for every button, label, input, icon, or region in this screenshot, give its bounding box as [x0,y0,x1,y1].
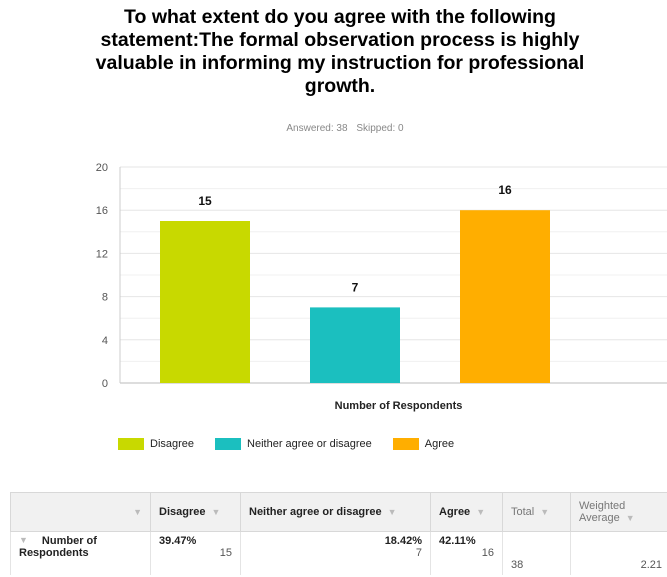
bar-chart: 0 4 8 12 16 20 15 7 16 Number of Respondents [96,162,667,412]
row-label: Number of Respondents [19,535,97,559]
legend-item-neither[interactable]: Neither agree or disagree [215,438,372,450]
bar-agree [460,210,550,383]
legend-swatch [118,438,144,450]
chart-title: To what extent do you agree with the fol… [95,6,585,97]
cell-agree: 42.11% 16 [430,531,503,575]
legend-swatch [392,438,419,450]
sort-caret-icon: ▼ [211,507,221,517]
bar-neither-agree-or-disagree [310,307,400,383]
cell-percent: 39.47% [159,535,197,547]
legend-swatch [215,438,242,450]
data-label: 7 [352,280,359,294]
cell-count: 16 [481,547,494,559]
cell-weighted-average: 2.21 [570,531,667,575]
data-label: 15 [198,194,212,208]
expand-caret-icon[interactable]: ▼ [19,535,28,545]
y-tick-label: 20 [96,162,108,174]
sort-caret-icon: ▼ [625,513,635,523]
sort-caret-icon: ▼ [387,507,397,517]
y-tick-label: 4 [102,335,108,347]
cell-count: 15 [219,547,232,559]
chart-legend: Disagree Neither agree or disagree Agree [118,438,475,450]
cell-total: 38 [502,531,571,575]
row-label-cell: ▼ Number of Respondents [10,531,151,575]
skipped-count: Skipped: 0 [356,123,404,134]
cell-count: 7 [415,547,422,559]
sort-caret-icon: ▼ [540,507,550,517]
cell-percent: 18.42% [384,535,422,547]
results-table: ▼ Disagree ▼ Neither agree or disagree ▼ A… [10,492,667,575]
header-total[interactable]: Total ▼ [502,492,571,532]
response-summary: Answered: 38 Skipped: 0 [230,123,460,134]
answered-count: Answered: 38 [286,123,348,134]
legend-label: Agree [424,438,455,450]
y-tick-label: 12 [96,248,108,260]
legend-item-agree[interactable]: Agree [392,438,455,450]
legend-item-disagree[interactable]: Disagree [118,438,194,450]
y-tick-label: 16 [96,205,108,217]
legend-label: Disagree [150,438,195,450]
cell-neither: 18.42% 7 [240,531,431,575]
table-row: ▼ Number of Respondents 39.47% 15 18.42%… [10,531,667,575]
x-axis-label: Number of Respondents [335,400,463,412]
cell-disagree: 39.47% 15 [150,531,241,575]
header-weighted-average[interactable]: Weighted Average ▼ [570,492,667,532]
y-tick-label: 0 [102,378,108,390]
data-label: 16 [498,183,512,197]
table-header-row: ▼ Disagree ▼ Neither agree or disagree ▼ A… [10,492,667,532]
header-neither[interactable]: Neither agree or disagree ▼ [240,492,431,532]
header-agree[interactable]: Agree ▼ [430,492,503,532]
y-tick-label: 8 [102,292,108,304]
sort-header-blank[interactable]: ▼ [10,492,151,532]
sort-caret-icon: ▼ [476,507,486,517]
sort-caret-icon: ▼ [133,507,142,517]
header-disagree[interactable]: Disagree ▼ [150,492,241,532]
bar-disagree [160,221,250,383]
cell-percent: 42.11% [439,535,476,547]
legend-label: Neither agree or disagree [247,438,372,450]
